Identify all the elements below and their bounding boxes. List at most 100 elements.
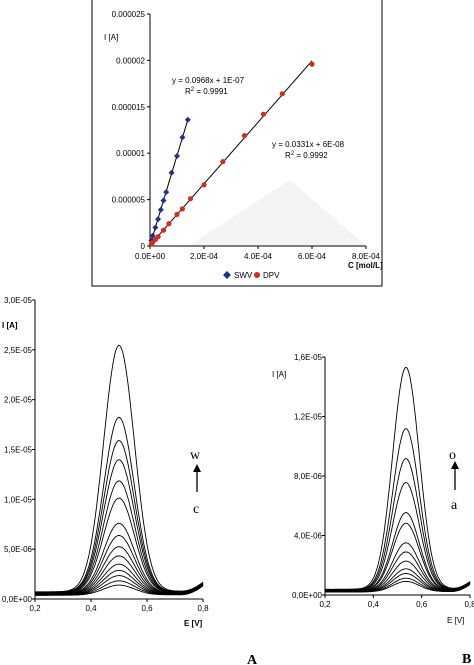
calibration-chart: 00.0000050.000010.0000150.000020.000025 … bbox=[91, 0, 383, 287]
voltammogram-curve bbox=[35, 459, 204, 594]
y-tick-label: 0.000005 bbox=[112, 196, 146, 205]
y-tick-label: 3,0E-05 bbox=[4, 296, 33, 305]
data-point-dpv bbox=[166, 221, 172, 227]
panel-a-x-label: E [V] bbox=[184, 619, 203, 628]
voltammogram-curve bbox=[325, 458, 471, 591]
x-tick-label: 0,4 bbox=[368, 600, 380, 609]
dpv-r2: R2 = 0.9992 bbox=[285, 151, 328, 160]
data-point-dpv bbox=[220, 158, 226, 165]
data-point-dpv bbox=[309, 61, 315, 67]
panel-b-y-ticks: 0,0E+00 4,0E-06 8,0E-06 1,2E-05 1,6E-05 bbox=[292, 353, 325, 600]
voltammogram-curve bbox=[35, 555, 204, 595]
x-tick-label: 8.0E-04 bbox=[352, 252, 381, 261]
panel-b-voltammograms bbox=[325, 366, 471, 593]
panel-a-arrow-head bbox=[193, 464, 201, 472]
voltammogram-curve bbox=[35, 497, 204, 594]
data-point-swv bbox=[160, 197, 167, 204]
x-tick-label: 0,6 bbox=[416, 600, 428, 609]
data-point-swv bbox=[184, 116, 191, 123]
y-tick-label: 1,6E-05 bbox=[294, 353, 323, 362]
panel-a-x-ticks: 0,2 0,4 0,6 0,8 bbox=[29, 599, 209, 613]
calibration-points bbox=[148, 61, 315, 247]
panel-a-chart: 0,0E+00 5,0E-06 1,0E-05 1,5E-05 2,0E-05 2,5E-… bbox=[2, 296, 258, 665]
y-tick-label: 0.000015 bbox=[112, 103, 146, 112]
x-tick-label: 0,2 bbox=[29, 604, 41, 613]
panel-b-y-label: I [A] bbox=[272, 370, 286, 379]
data-point-dpv bbox=[160, 227, 167, 233]
voltammogram-curve bbox=[35, 522, 204, 594]
panel-b-arrow-bottom-label: a bbox=[451, 498, 458, 513]
voltammogram-curve bbox=[35, 563, 204, 595]
voltammogram-curve bbox=[35, 584, 204, 596]
y-tick-label: 0 bbox=[141, 242, 146, 251]
y-tick-label: 0.00002 bbox=[116, 56, 145, 65]
panel-a-arrow-top-label: w bbox=[190, 448, 201, 463]
calibration-y-label: I [A] bbox=[104, 33, 118, 42]
y-tick-label: 0,0E+00 bbox=[292, 591, 323, 600]
y-tick-label: 0.000025 bbox=[112, 10, 146, 19]
data-point-dpv bbox=[260, 111, 266, 117]
data-point-dpv bbox=[279, 91, 285, 97]
voltammogram-curve bbox=[325, 580, 471, 593]
voltammogram-curve bbox=[325, 366, 471, 590]
panel-a-label: A bbox=[247, 653, 258, 665]
x-tick-label: 0,2 bbox=[319, 600, 331, 609]
x-tick-label: 0.0E+00 bbox=[135, 252, 166, 261]
y-tick-label: 2,0E-05 bbox=[4, 396, 33, 405]
data-point-swv bbox=[179, 134, 186, 141]
x-tick-label: 0,8 bbox=[464, 600, 474, 609]
panel-b-arrow-top-label: o bbox=[449, 448, 456, 463]
voltammogram-curve bbox=[35, 344, 204, 593]
x-tick-label: 6.0E-04 bbox=[298, 252, 327, 261]
panel-b-chart: 0,0E+004,0E-068,0E-061,2E-051,6E-05 0,2 0… bbox=[272, 353, 474, 665]
panel-a-voltammograms bbox=[35, 344, 204, 596]
data-point-swv bbox=[163, 189, 170, 196]
data-point-dpv bbox=[201, 182, 207, 188]
calibration-legend: SWV DPV bbox=[223, 271, 280, 280]
panel-b-x-label: E [V] bbox=[447, 616, 464, 625]
data-point-dpv bbox=[179, 206, 185, 212]
x-tick-label: 0,8 bbox=[197, 604, 209, 613]
dpv-fit-equation: y = 0.0331x + 6E-08 bbox=[272, 140, 345, 149]
data-point-swv bbox=[174, 152, 180, 159]
panel-a-y-label: I [A] bbox=[2, 321, 18, 330]
x-tick-label: 4.0E-04 bbox=[244, 252, 273, 261]
y-tick-label: 1,5E-05 bbox=[4, 446, 33, 455]
panel-a-arrow-bottom-label: c bbox=[193, 502, 199, 517]
data-point-swv bbox=[157, 206, 164, 213]
fit-line-swv bbox=[149, 119, 189, 246]
x-tick-label: 2.0E-04 bbox=[190, 252, 219, 261]
panel-b-label: B bbox=[462, 652, 471, 665]
legend-swv-label: SWV bbox=[234, 271, 253, 280]
swv-r2: R2 = 0.9991 bbox=[185, 87, 228, 96]
background-shading bbox=[190, 180, 365, 245]
panel-a-y-ticks: 0,0E+00 5,0E-06 1,0E-05 1,5E-05 2,0E-05 2,5E-… bbox=[2, 296, 35, 604]
legend-dpv-label: DPV bbox=[263, 271, 280, 280]
legend-swv-marker bbox=[223, 271, 231, 279]
x-tick-label: 0,6 bbox=[141, 604, 153, 613]
data-point-swv bbox=[152, 224, 159, 231]
y-tick-label: 0,0E+00 bbox=[2, 595, 33, 604]
swv-fit-equation: y = 0.0968x + 1E-07 bbox=[172, 76, 245, 85]
data-point-swv bbox=[168, 169, 175, 176]
calibration-x-label: C [mol/L] bbox=[348, 261, 383, 270]
data-point-dpv bbox=[241, 132, 248, 139]
voltammogram-curve bbox=[35, 416, 204, 593]
panel-b-x-ticks: 0,2 0,4 0,6 0,8 bbox=[319, 595, 474, 609]
data-point-dpv bbox=[187, 196, 194, 202]
voltammogram-curve bbox=[325, 560, 471, 592]
legend-dpv-marker bbox=[254, 272, 260, 278]
voltammogram-curve bbox=[325, 551, 471, 592]
panel-b-arrow-head bbox=[451, 461, 459, 469]
y-tick-label: 5,0E-06 bbox=[4, 545, 33, 554]
x-tick-label: 0,4 bbox=[85, 604, 97, 613]
calibration-y-ticks: 0 0.000005 0.00001 0.000015 0.00002 0.000025 bbox=[112, 10, 150, 251]
calibration-x-ticks: 0.0E+00 2.0E-04 4.0E-04 6.0E-04 8.0E-04 bbox=[135, 246, 381, 261]
y-tick-label: 0.00001 bbox=[116, 149, 145, 158]
y-tick-label: 2,5E-05 bbox=[4, 346, 33, 355]
data-point-dpv bbox=[155, 234, 161, 240]
data-point-dpv bbox=[174, 211, 180, 218]
y-tick-label: 1,0E-05 bbox=[4, 495, 33, 504]
y-tick-label: 1,2E-05 bbox=[294, 413, 323, 422]
